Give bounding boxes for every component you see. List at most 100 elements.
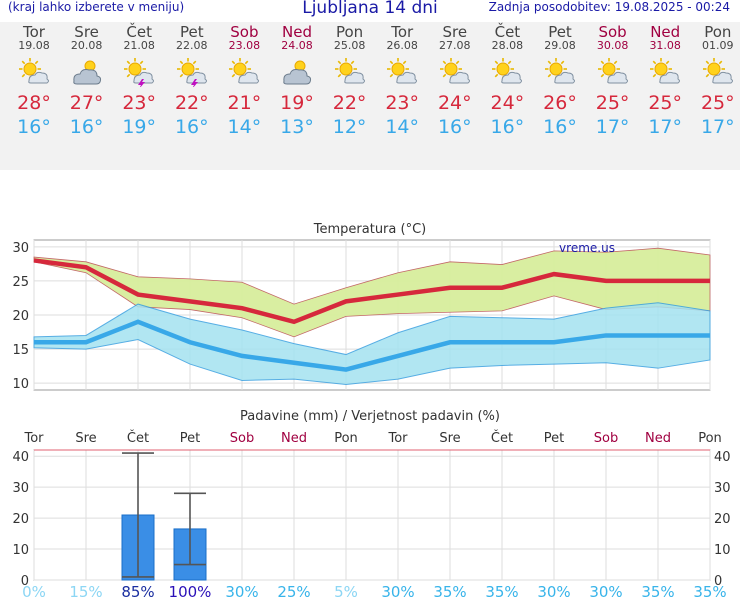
- precipitation-probability: 35%: [693, 583, 726, 600]
- day-name: Sob: [598, 23, 627, 41]
- precipitation-probability: 30%: [537, 583, 570, 600]
- y-tick-label: 30: [12, 241, 29, 256]
- precipitation-probability: 35%: [641, 583, 674, 600]
- cloudy-sun-icon: [280, 57, 314, 87]
- precipitation-probability: 100%: [169, 583, 212, 600]
- day-column: Pet 22.08 22° 16°: [166, 24, 218, 139]
- y-tick-label: 25: [12, 275, 29, 290]
- day-axis-label: Pon: [698, 431, 722, 446]
- y-tick-label-left: 10: [12, 543, 29, 558]
- day-column: Čet 21.08 23° 19°: [113, 24, 165, 139]
- min-temperature: 14°: [385, 116, 420, 138]
- max-temperature: 24°: [437, 92, 472, 114]
- day-name: Sre: [442, 23, 468, 41]
- max-temperature: 25°: [700, 92, 735, 114]
- cloudy-sun-icon: [70, 57, 104, 87]
- max-temperature: 23°: [385, 92, 420, 114]
- day-column: Pet 29.08 26° 16°: [534, 24, 586, 139]
- max-temperature-line: [33, 258, 710, 325]
- max-temperature: 25°: [595, 92, 630, 114]
- day-name: Pon: [335, 23, 364, 41]
- precipitation-bar: [173, 528, 207, 581]
- day-column: Sob 23.08 21° 14°: [218, 24, 270, 139]
- day-column: Ned 24.08 19° 13°: [271, 24, 323, 139]
- precipitation-probability: 15%: [69, 583, 102, 600]
- header-hint[interactable]: (kraj lahko izberete v meniju): [8, 0, 185, 14]
- precipitation-probability: 30%: [381, 583, 414, 600]
- sun-cloud-icon: [701, 57, 735, 87]
- max-temperature: 22°: [174, 92, 209, 114]
- day-axis-label: Sob: [230, 431, 254, 446]
- day-name: Sre: [74, 23, 99, 41]
- sun-cloud-icon: [227, 57, 261, 87]
- day-column: Tor 26.08 23° 14°: [376, 24, 428, 139]
- sun-cloud-icon: [438, 57, 472, 87]
- thunderstorm-icon: [122, 57, 156, 89]
- max-temperature: 25°: [648, 92, 683, 114]
- day-name: Tor: [23, 23, 45, 41]
- max-temperature: 19°: [280, 92, 314, 114]
- thunderstorm-icon: [175, 57, 209, 89]
- day-date: 28.08: [491, 39, 524, 52]
- precipitation-probability: 35%: [433, 583, 466, 600]
- precipitation-chart-title: Padavine (mm) / Verjetnost padavin (%): [240, 409, 500, 424]
- min-temperature: 12°: [332, 116, 367, 138]
- day-column: Čet 28.08 24° 16°: [481, 24, 533, 139]
- day-column: Sre 20.08 27° 16°: [61, 24, 113, 139]
- min-temperature: 16°: [437, 116, 472, 138]
- precipitation-probability: 35%: [485, 583, 518, 600]
- day-axis-label: Čet: [127, 430, 149, 446]
- day-name: Čet: [494, 23, 521, 41]
- sun-cloud-icon: [490, 57, 524, 87]
- day-date: 31.08: [649, 39, 681, 52]
- y-tick-label-left: 20: [12, 512, 29, 527]
- max-temperature: 27°: [69, 92, 104, 114]
- min-temperature-band: [33, 302, 711, 386]
- day-axis-label: Čet: [491, 430, 513, 446]
- last-updated: Zadnja posodobitev: 19.08.2025 - 00:24: [488, 0, 730, 14]
- sun-cloud-icon: [648, 57, 682, 87]
- day-date: 30.08: [596, 39, 629, 52]
- sun-cloud-icon: [333, 57, 367, 87]
- day-date: 23.08: [228, 39, 261, 52]
- temperature-plot-area: [33, 239, 711, 391]
- day-date: 26.08: [386, 39, 418, 52]
- min-temperature: 17°: [648, 116, 683, 138]
- day-name: Pet: [179, 23, 204, 41]
- day-date: 21.08: [123, 39, 155, 52]
- day-column: Sob 30.08 25° 17°: [587, 24, 639, 139]
- day-date: 19.08: [18, 39, 50, 52]
- day-column: Pon 25.08 22° 12°: [324, 24, 376, 139]
- day-date: 22.08: [176, 39, 208, 52]
- max-temperature: 24°: [490, 92, 525, 114]
- day-name: Sob: [230, 23, 259, 41]
- day-column: Tor 19.08 28° 16°: [8, 24, 60, 139]
- day-axis-label: Pet: [544, 431, 564, 446]
- sun-cloud-icon: [596, 57, 630, 87]
- day-date: 20.08: [70, 39, 103, 52]
- day-name: Čet: [126, 23, 152, 41]
- y-tick-label-left: 40: [12, 450, 29, 465]
- precipitation-probability: 30%: [225, 583, 258, 600]
- day-axis-label: Ned: [645, 431, 671, 446]
- sun-cloud-icon: [385, 57, 419, 87]
- y-tick-label: 15: [12, 343, 29, 358]
- y-tick-label: 20: [12, 309, 29, 324]
- day-axis-label: Sre: [75, 431, 96, 446]
- y-tick-label-right: 30: [714, 481, 731, 496]
- max-temperature: 28°: [17, 92, 51, 114]
- precipitation-probability: 5%: [334, 583, 358, 600]
- watermark: vreme.us: [559, 241, 615, 255]
- day-axis-label: Tor: [387, 431, 408, 446]
- min-temperature: 14°: [227, 116, 262, 138]
- min-temperature: 17°: [700, 116, 735, 138]
- day-name: Tor: [391, 23, 414, 41]
- y-tick-label: 10: [12, 377, 29, 392]
- precipitation-bar: [121, 514, 155, 581]
- min-temperature: 16°: [17, 116, 51, 138]
- min-temperature: 19°: [122, 116, 157, 138]
- min-temperature-line: [34, 319, 710, 372]
- sun-cloud-icon: [543, 57, 577, 87]
- day-column: Ned 31.08 25° 17°: [639, 24, 691, 139]
- day-name: Ned: [282, 23, 312, 41]
